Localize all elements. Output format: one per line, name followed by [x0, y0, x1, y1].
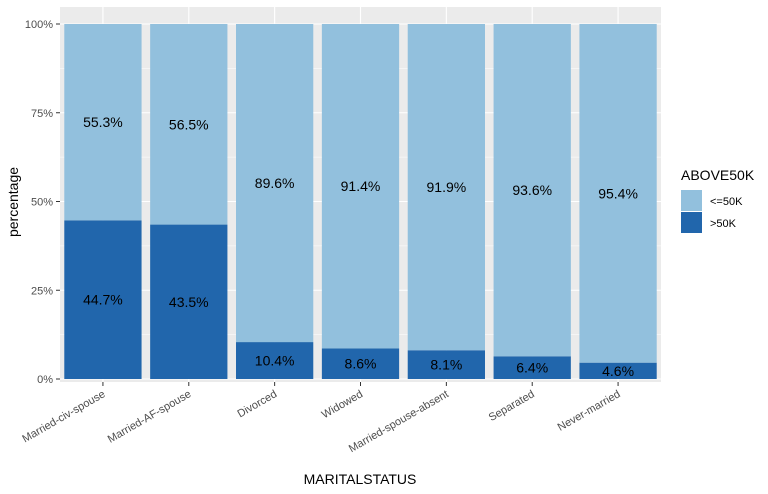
- data-label: 95.4%: [598, 185, 638, 201]
- data-label: 55.3%: [83, 114, 123, 130]
- data-label: 89.6%: [255, 175, 295, 191]
- y-tick-label: 100%: [25, 19, 53, 31]
- legend-key: [681, 212, 702, 233]
- y-tick-label: 75%: [31, 108, 53, 120]
- y-tick-label: 0%: [37, 374, 53, 386]
- data-label: 56.5%: [169, 116, 209, 132]
- legend-label: <=50K: [710, 196, 743, 208]
- data-label: 91.9%: [427, 179, 467, 195]
- x-tick-label: Widowed: [320, 388, 365, 421]
- x-axis-title: MARITALSTATUS: [304, 471, 417, 487]
- data-label: 6.4%: [516, 360, 548, 376]
- bar-segment: [579, 24, 657, 363]
- bar-segment: [150, 24, 228, 225]
- y-axis: 0% 25% 50% 75% 100%: [25, 19, 60, 386]
- legend-title: ABOVE50K: [681, 167, 755, 183]
- bar-segment: [579, 362, 657, 379]
- y-tick-label: 25%: [31, 285, 53, 297]
- x-tick-label: Divorced: [236, 388, 280, 420]
- bar-segment: [236, 24, 314, 343]
- bar-segment: [64, 220, 142, 379]
- data-label: 93.6%: [512, 182, 552, 198]
- y-tick-label: 50%: [31, 197, 53, 209]
- data-label: 8.6%: [345, 356, 377, 372]
- x-tick-label: Married-civ-spouse: [20, 388, 107, 445]
- x-tick-label: Married-AF-spouse: [106, 388, 194, 445]
- bar-segment: [493, 24, 571, 357]
- legend-label: >50K: [710, 218, 737, 230]
- bar-segment: [493, 356, 571, 379]
- data-label: 43.5%: [169, 294, 209, 310]
- bars: [64, 24, 657, 379]
- legend: ABOVE50K <=50K >50K: [681, 167, 755, 233]
- data-label: 91.4%: [341, 178, 381, 194]
- bar-segment: [64, 24, 142, 221]
- legend-key: [681, 190, 702, 211]
- y-axis-title: percentage: [5, 167, 21, 237]
- data-label: 4.6%: [602, 363, 634, 379]
- bar-segment: [236, 342, 314, 379]
- bar-segment: [321, 348, 400, 379]
- bar-segment: [407, 24, 485, 351]
- data-label: 10.4%: [255, 353, 295, 369]
- x-tick-label: Never-married: [556, 388, 623, 434]
- bar-segment: [150, 224, 228, 379]
- bar-labels: 44.7% 55.3% 43.5% 56.5% 10.4% 89.6% 8.6% 91.4% 8…: [83, 114, 638, 379]
- bar-segment: [321, 24, 400, 349]
- data-label: 8.1%: [430, 357, 462, 373]
- data-label: 44.7%: [83, 292, 123, 308]
- x-tick-label: Separated: [487, 388, 537, 424]
- bar-segment: [407, 350, 485, 379]
